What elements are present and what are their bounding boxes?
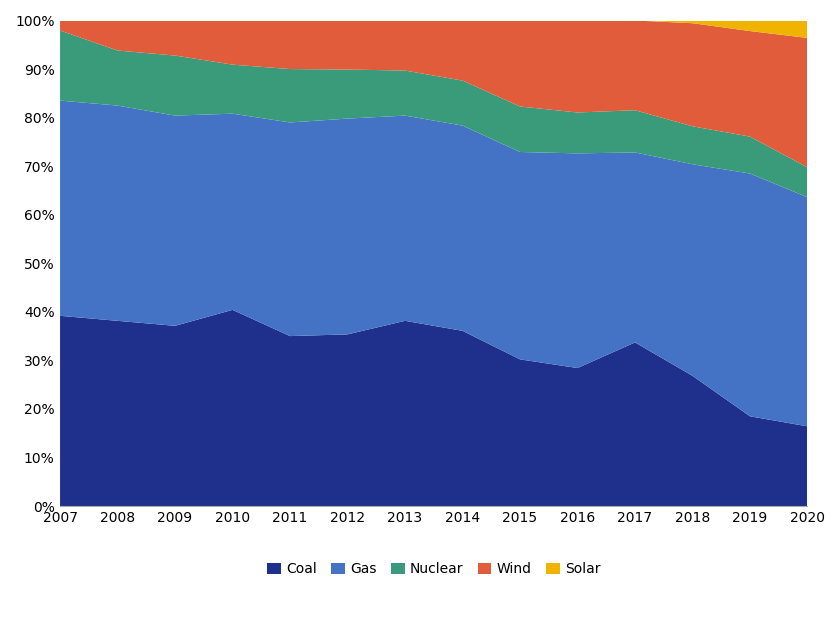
Legend: Coal, Gas, Nuclear, Wind, Solar: Coal, Gas, Nuclear, Wind, Solar [261,556,606,582]
